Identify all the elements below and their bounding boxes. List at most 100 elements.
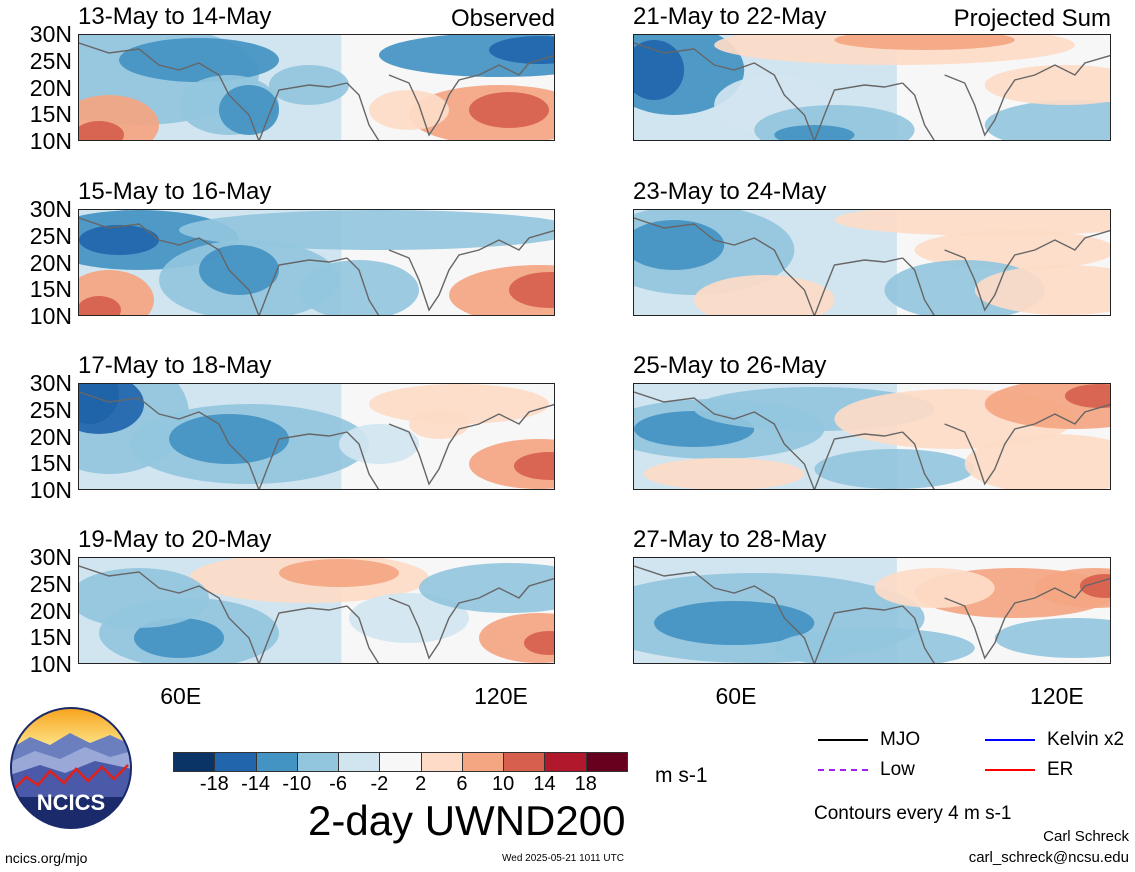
map-panel	[78, 557, 555, 664]
coastline	[388, 403, 554, 486]
wind-anomaly-blob	[409, 409, 469, 439]
colorbar-label: -2	[370, 773, 389, 795]
wind-anomaly-blob	[469, 92, 549, 128]
coastline	[634, 42, 903, 140]
colorbar-units: m s-1	[655, 764, 708, 787]
wind-anomaly-blob	[134, 618, 224, 658]
coastline	[388, 54, 554, 137]
wind-anomaly-blob	[79, 225, 159, 255]
colorbar-label: 14	[533, 773, 556, 795]
coastline	[902, 431, 935, 489]
legend-label: ER	[1047, 759, 1074, 780]
coastline	[944, 577, 1110, 660]
coastline	[634, 565, 903, 663]
legend-line-er	[985, 769, 1035, 771]
wind-anomaly-blob	[774, 125, 855, 140]
colorbar-label: 2	[415, 773, 427, 795]
footer-email: carl_schreck@ncsu.edu	[968, 849, 1129, 866]
y-tick-label: 10N	[29, 477, 72, 503]
coastline	[346, 82, 380, 140]
wind-anomaly-blob	[814, 449, 975, 489]
coastline	[79, 565, 348, 663]
panel-title: 19-May to 20-May	[78, 526, 272, 553]
panel-title: 27-May to 28-May	[633, 526, 827, 553]
wind-anomaly-blob	[964, 434, 1110, 489]
wind-anomaly-blob	[914, 230, 1110, 270]
ncics-logo: NCICS	[10, 707, 132, 829]
coastline	[346, 431, 380, 489]
wind-anomaly-blob	[199, 245, 279, 295]
wind-anomaly-blob	[644, 458, 805, 489]
colorbar-swatch	[214, 752, 257, 772]
map-panel	[633, 34, 1111, 141]
wind-anomaly-blob	[79, 121, 124, 140]
coastline	[388, 229, 554, 312]
colorbar-swatch	[503, 752, 546, 772]
panel-title: 21-May to 22-May	[633, 3, 827, 30]
wind-anomaly-blob	[369, 90, 449, 130]
wind-anomaly-blob	[974, 265, 1110, 315]
wind-anomaly-blob	[524, 631, 554, 655]
wind-anomaly-blob	[834, 35, 1015, 50]
y-tick-label: 20N	[29, 597, 72, 624]
wind-anomaly-blob	[994, 618, 1110, 658]
y-tick-label: 25N	[29, 570, 72, 597]
colorbar-swatch	[338, 752, 381, 772]
coastline	[944, 54, 1110, 137]
x-tick-label: 60E	[715, 683, 757, 709]
x-tick-label: 120E	[474, 683, 528, 709]
coastline	[79, 217, 348, 315]
y-tick-label: 25N	[29, 47, 72, 74]
wind-anomaly-blob	[279, 559, 399, 587]
y-tick-label: 25N	[29, 396, 72, 423]
wind-anomaly-blob	[654, 601, 815, 645]
y-tick-label: 10N	[29, 303, 72, 329]
colorbar-swatch	[461, 752, 505, 772]
coastline	[346, 605, 380, 663]
wind-anomaly-blob	[79, 384, 144, 434]
wind-anomaly-blob	[1064, 384, 1110, 408]
coastline	[902, 82, 935, 140]
y-tick-label: 10N	[29, 128, 72, 154]
colorbar-swatch	[544, 752, 587, 772]
map-panel	[633, 209, 1111, 316]
coastline	[634, 391, 903, 489]
wind-anomaly-blob	[219, 85, 279, 135]
wind-anomaly-blob	[634, 220, 725, 270]
wind-anomaly-blob	[79, 568, 209, 628]
footer-author: Carl Schreck	[1043, 828, 1129, 845]
panel-title: 13-May to 14-May	[78, 3, 272, 30]
colorbar-label: -18	[199, 773, 229, 795]
coastline	[346, 257, 380, 315]
map-panel	[78, 34, 555, 141]
y-tick-label: 30N	[29, 21, 72, 47]
wind-anomaly-blob	[119, 38, 279, 82]
footer-center: Wed 2025-05-21 1011 UTC	[502, 853, 624, 864]
colorbar-label: -6	[329, 773, 347, 795]
wind-anomaly-blob	[299, 260, 419, 315]
coastline	[944, 229, 1110, 312]
y-tick-label: 15N	[29, 101, 72, 128]
map-panel	[633, 383, 1111, 490]
y-tick-label: 20N	[29, 249, 72, 276]
coastline	[902, 257, 935, 315]
colorbar-label: -14	[241, 773, 270, 795]
x-tick-label: 120E	[1030, 683, 1084, 709]
panel-title: 15-May to 16-May	[78, 178, 272, 205]
y-tick-label: 20N	[29, 423, 72, 450]
colorbar-swatch	[255, 752, 298, 772]
colorbar-swatch	[173, 752, 216, 772]
wind-anomaly-blob	[489, 36, 554, 64]
legend-line-low	[818, 769, 868, 771]
y-tick-label: 25N	[29, 222, 72, 249]
wind-anomaly-blob	[874, 568, 995, 608]
coastline	[902, 605, 935, 663]
wind-anomaly-blob	[349, 593, 469, 643]
y-tick-label: 20N	[29, 74, 72, 101]
y-tick-label: 15N	[29, 450, 72, 477]
legend-line-mjo	[818, 739, 868, 741]
y-tick-label: 15N	[29, 624, 72, 651]
map-panel	[78, 383, 555, 490]
panel-title: 17-May to 18-May	[78, 352, 272, 379]
wind-anomaly-blob	[419, 563, 554, 613]
